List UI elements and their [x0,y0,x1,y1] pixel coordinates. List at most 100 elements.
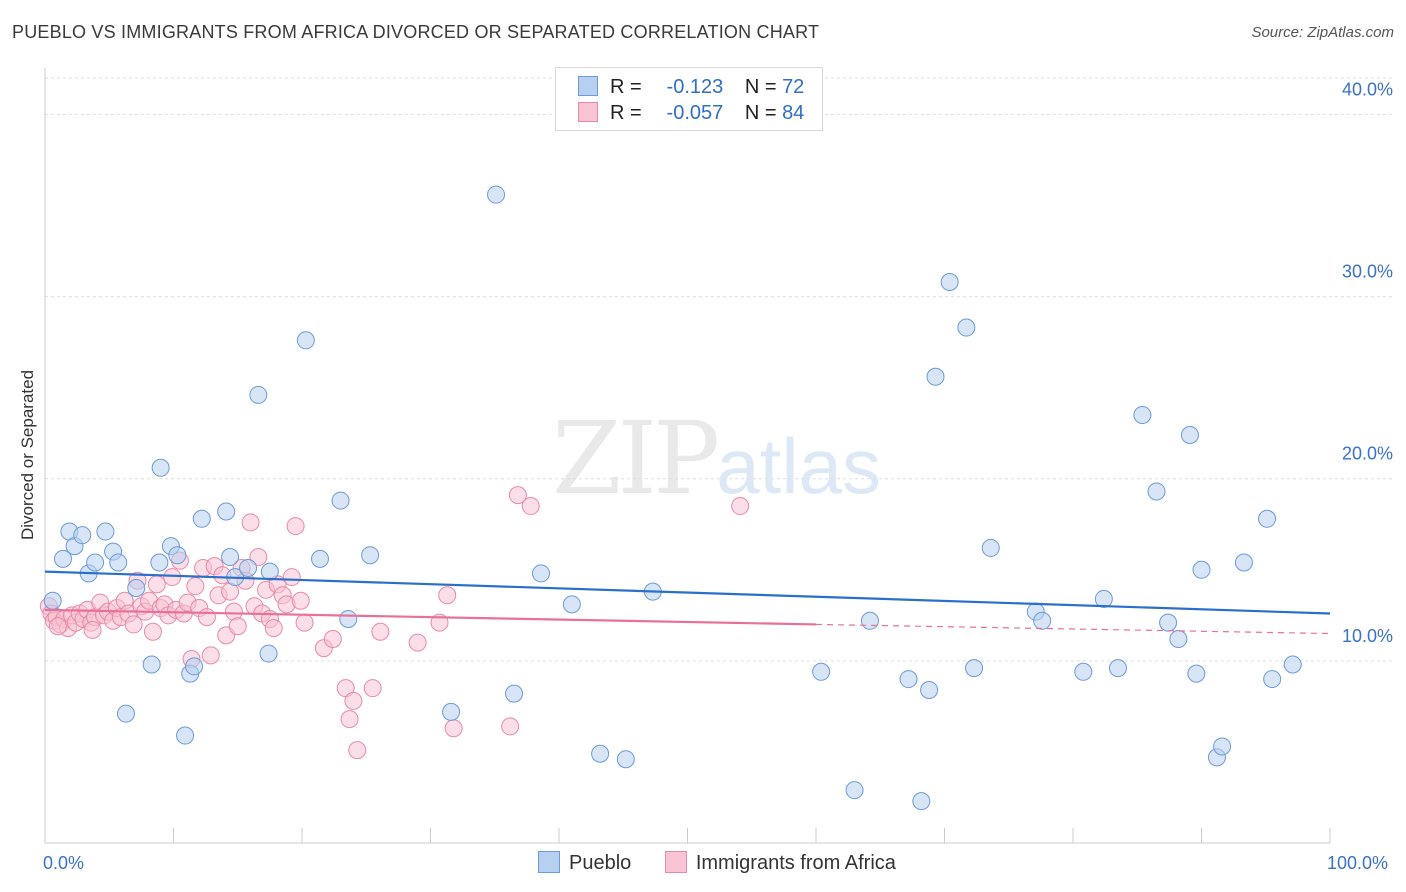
africa-point [291,591,310,610]
y-axis-label: Divorced or Separated [18,369,37,541]
africa-point [408,633,427,652]
pueblo-point [812,662,831,681]
pueblo-point [116,704,135,723]
pueblo-point [442,702,461,721]
pueblo-point [185,657,204,676]
watermark-atlas: atlas [716,422,882,510]
pueblo-point [150,553,169,572]
pueblo-point [1283,655,1302,674]
pueblo-point [1133,405,1152,424]
legend-r-value: -0.123 [666,76,724,98]
bottom-legend: Pueblo Immigrants from Africa [538,851,924,875]
pueblo-point [221,548,240,567]
pueblo-point [981,538,1000,557]
africa-point [201,646,220,665]
africa-trend-line [44,608,817,626]
x-tick-label-min: 0.0% [43,853,85,873]
legend-row-africa: R = -0.057 N = 84 [578,102,804,128]
legend-r-label: R = [610,76,642,98]
legend-n-label: N = [744,76,777,98]
africa-point [197,608,216,627]
source-label: Source: ZipAtlas.com [1251,24,1394,41]
y-tick-label: 40.0% [1342,79,1393,99]
africa-point [501,717,520,736]
bottom-legend-africa: Immigrants from Africa [664,851,896,875]
legend-swatch-africa [578,102,598,122]
pueblo-point [260,562,279,581]
africa-point [48,617,67,636]
pueblo-point [591,744,610,763]
africa-point [163,568,182,587]
pueblo-point [532,564,551,583]
africa-point [147,575,166,594]
pueblo-point [957,318,976,337]
bottom-legend-swatch-pueblo [538,851,560,873]
pueblo-point [109,553,128,572]
pueblo-point [912,792,931,811]
pueblo-point [1169,630,1188,648]
africa-point [295,613,314,632]
pueblo-point [96,522,115,541]
pueblo-point [1108,659,1127,678]
pueblo-point [505,684,524,703]
chart-title: PUEBLO VS IMMIGRANTS FROM AFRICA DIVORCE… [12,22,820,42]
legend-n-value: 84 [782,102,805,124]
pueblo-point [168,546,187,565]
bottom-legend-swatch-africa [664,851,687,873]
pueblo-point [926,367,945,386]
pueblo-trend-line [44,570,1331,615]
africa-point [344,691,363,710]
africa-point [241,513,260,532]
pueblo-point [339,609,358,628]
pueblo-point [1033,611,1052,630]
pueblo-point [310,549,329,568]
africa-point [143,622,162,641]
y-tick-label: 30.0% [1342,262,1393,282]
watermark: ZIPatlas [552,400,881,517]
africa-point [444,719,463,738]
pueblo-point [361,546,380,565]
africa-point [438,586,457,605]
pueblo-point [920,681,939,699]
pueblo-point [1074,662,1093,681]
stats-legend: R = -0.123 N = 72 R = -0.057 N = 84 [555,67,823,131]
legend-swatch-pueblo [578,76,598,96]
pueblo-point [965,659,984,678]
pueblo-point [217,502,236,521]
pueblo-point [249,385,268,404]
africa-point [731,497,750,516]
africa-point [371,622,390,641]
pueblo-point [1147,482,1166,501]
pueblo-point [1192,560,1211,579]
pueblo-point [1258,509,1277,528]
watermark-zip: ZIP [552,400,720,517]
pueblo-point [1159,613,1178,632]
y-tick-label: 10.0% [1342,626,1393,646]
africa-point [186,577,205,596]
africa-point [124,615,143,634]
pueblo-point [562,595,581,614]
africa-point [348,741,367,760]
pueblo-point [296,331,315,350]
pueblo-point [151,458,170,477]
x-tick-label-max: 100.0% [1327,853,1389,873]
pueblo-point [86,553,105,572]
africa-point [323,630,342,648]
pueblo-point [1094,589,1113,608]
bottom-legend-label-pueblo: Pueblo [569,852,632,874]
pueblo-point [845,781,864,800]
africa-point [264,619,283,638]
legend-r-label: R = [610,102,642,124]
pueblo-point [1234,553,1253,572]
pueblo-point [142,655,161,674]
africa-point [282,568,301,587]
y-tick-label: 20.0% [1342,444,1393,464]
pueblo-point [53,549,72,568]
africa-point [508,486,527,505]
pueblo-point [940,273,959,291]
pueblo-point [259,644,278,663]
africa-point [286,517,305,536]
pueblo-point [176,726,195,745]
pueblo-point [616,750,635,769]
